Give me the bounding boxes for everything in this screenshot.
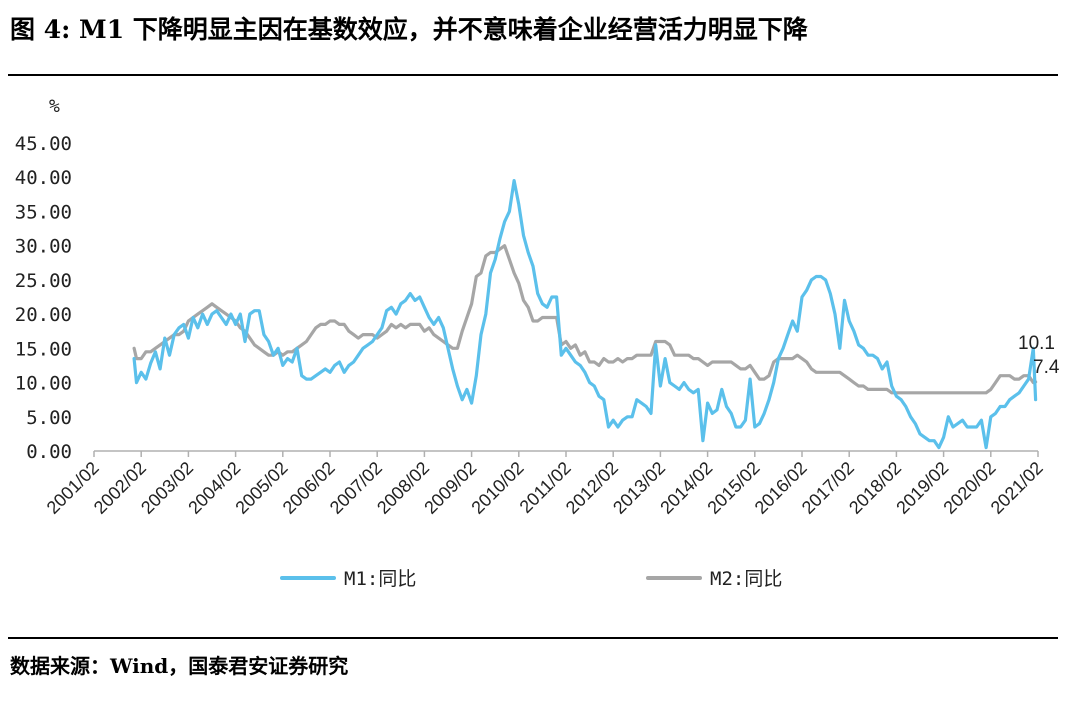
y-tick-label: 25.00 <box>15 270 72 292</box>
x-tick-label: 2021/02 <box>987 458 1047 518</box>
series-group <box>132 179 1038 450</box>
annotation-m1-last: 7.4 <box>1033 357 1060 378</box>
bottom-rule <box>8 637 1058 639</box>
y-tick-label: 0.00 <box>26 441 72 463</box>
legend-label-m2: M2:同比 <box>710 568 782 590</box>
annotations: 10.1 7.4 <box>1018 333 1060 378</box>
x-tick-label: 2010/02 <box>467 458 527 518</box>
y-tick-label: 15.00 <box>15 338 72 360</box>
y-tick-label: 20.00 <box>15 304 72 326</box>
legend-label-m1: M1:同比 <box>344 568 416 590</box>
annotation-m2-last: 10.1 <box>1018 333 1055 354</box>
y-tick-label: 35.00 <box>15 201 72 223</box>
top-rule <box>8 74 1058 76</box>
legend: M1:同比 M2:同比 <box>280 568 782 590</box>
series-line-m2 <box>132 244 1038 395</box>
series-line-m1 <box>132 179 1038 450</box>
y-tick-label: 10.00 <box>15 373 72 395</box>
y-axis-ticks: 45.00 40.00 35.00 30.00 25.00 20.00 15.00 10.00… <box>15 133 72 463</box>
y-tick-label: 45.00 <box>15 133 72 155</box>
source-note: 数据来源：Wind，国泰君安证券研究 <box>10 654 349 678</box>
figure-title: 图 4: M1 下降明显主因在基数效应，并不意味着企业经营活力明显下降 <box>10 15 808 44</box>
x-axis-ticks: 2001/022002/022003/022004/022005/022006/… <box>43 451 1047 518</box>
y-tick-label: 30.00 <box>15 236 72 258</box>
y-axis-unit-label: % <box>49 96 60 117</box>
y-tick-label: 5.00 <box>26 407 72 429</box>
y-tick-label: 40.00 <box>15 167 72 189</box>
